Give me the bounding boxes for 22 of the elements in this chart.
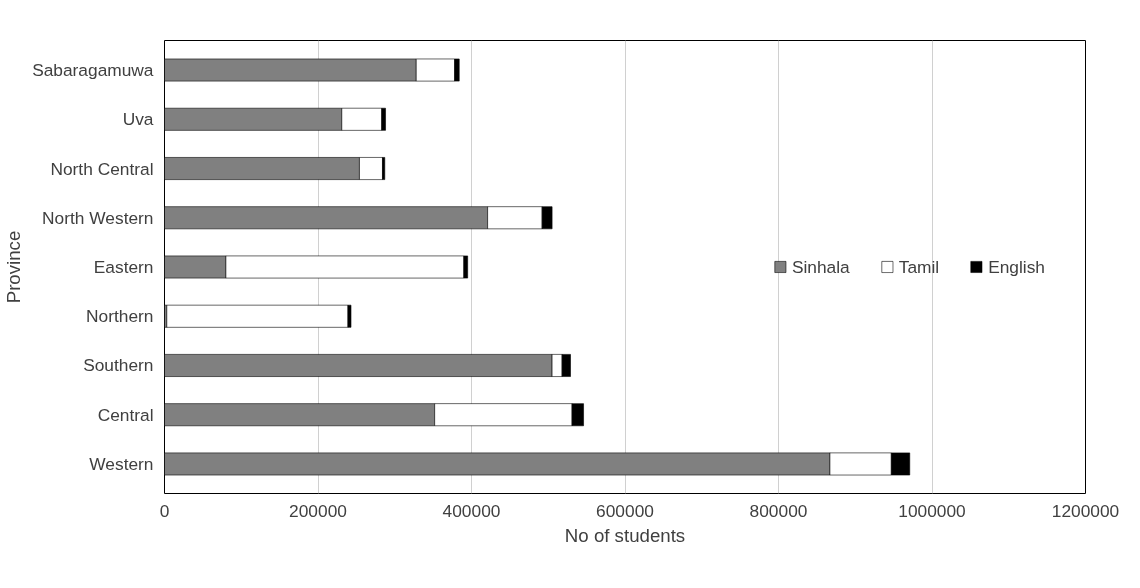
legend-label: Tamil bbox=[898, 256, 940, 277]
y-tick-label: Southern bbox=[83, 355, 154, 376]
x-tick-label: 200000 bbox=[289, 500, 347, 521]
y-axis-title: Province bbox=[3, 230, 25, 304]
x-tick-label: 0 bbox=[159, 500, 170, 521]
x-tick-label: 400000 bbox=[442, 500, 501, 521]
x-axis-title: No of students bbox=[564, 524, 686, 546]
y-tick-label: North Western bbox=[42, 207, 154, 228]
y-tick-label: North Central bbox=[50, 158, 154, 179]
x-tick-label: 1200000 bbox=[1051, 500, 1120, 521]
x-tick-label: 800000 bbox=[749, 500, 808, 521]
y-tick-label: Uva bbox=[122, 109, 154, 130]
bar bbox=[166, 304, 349, 328]
y-tick-label: Northern bbox=[86, 306, 154, 327]
y-tick-label: Sabaragamuwa bbox=[32, 60, 154, 81]
legend-label: Sinhala bbox=[791, 256, 850, 277]
y-tick-label: Eastern bbox=[93, 257, 154, 277]
x-tick-label: 1000000 bbox=[898, 500, 966, 521]
x-tick-label: 600000 bbox=[596, 500, 654, 521]
y-tick-label: Central bbox=[97, 404, 154, 425]
legend-label: English bbox=[988, 256, 1045, 277]
y-tick-label: Western bbox=[89, 453, 154, 474]
